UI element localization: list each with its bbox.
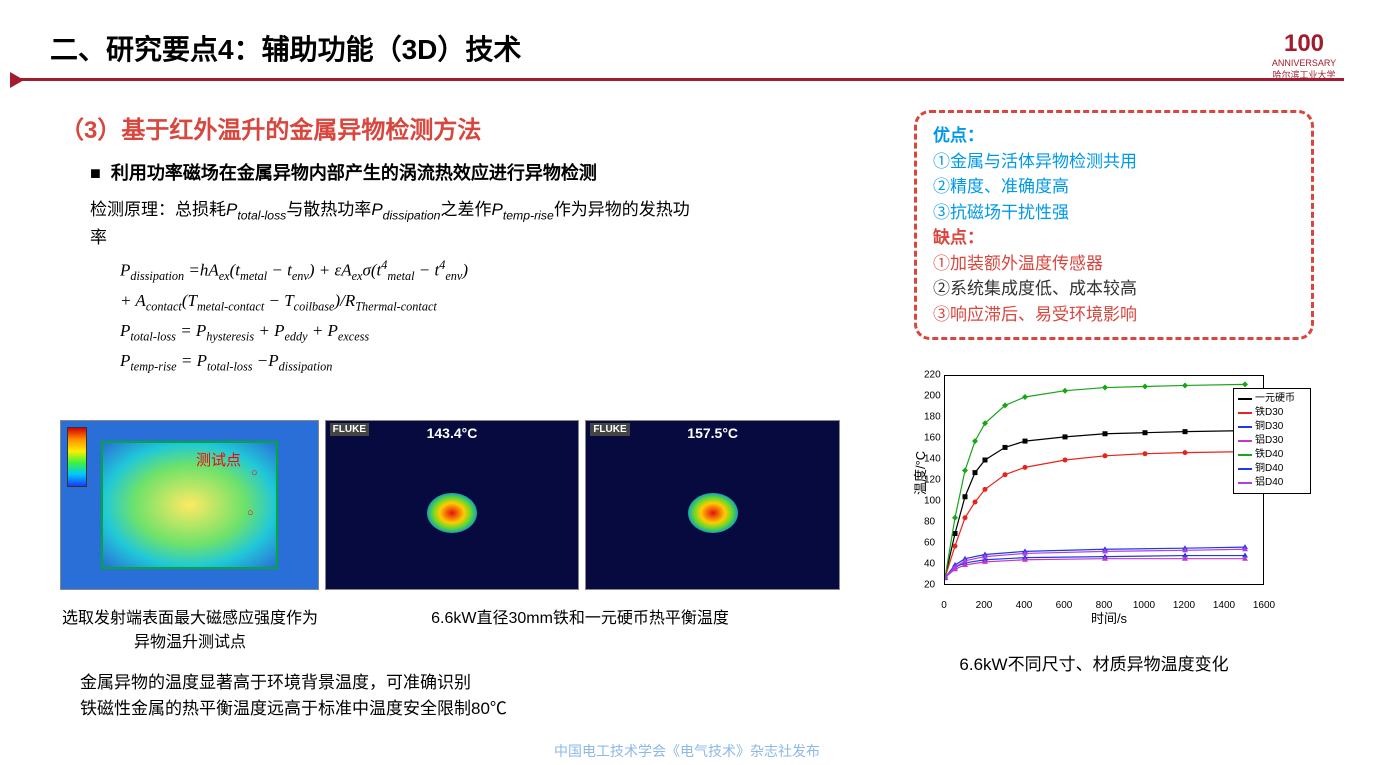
- pro-header: 优点：: [933, 123, 1295, 149]
- bottom-conclusion: 金属异物的温度显著高于环境背景温度，可准确识别 铁磁性金属的热平衡温度远高于标准…: [80, 670, 507, 721]
- camera-brand: FLUKE: [590, 423, 629, 436]
- caption-1: 选取发射端表面最大磁感应强度作为异物温升测试点: [60, 604, 320, 652]
- caption-2: 6.6kW直径30mm铁和一元硬币热平衡温度: [320, 604, 840, 652]
- theory-prefix: 检测原理：总损耗: [90, 200, 226, 219]
- testpoint-label: 测试点: [196, 449, 241, 470]
- theory-text: 检测原理：总损耗Ptotal-loss与散热功率Pdissipation之差作P…: [90, 197, 700, 250]
- bottom-line-2: 铁磁性金属的热平衡温度远高于标准中温度安全限制80℃: [80, 696, 507, 722]
- content-area: （3）基于红外温升的金属异物检测方法 利用功率磁场在金属异物内部产生的涡流热效应…: [60, 110, 1314, 735]
- pros-cons-box: 优点： ①金属与活体异物检测共用 ②精度、准确度高 ③抗磁场干扰性强 缺点： ①…: [914, 110, 1314, 340]
- thermal-temp-1: 143.4°C: [427, 425, 478, 441]
- sym-diss: P: [371, 200, 382, 219]
- title-arrow-icon: [10, 72, 24, 88]
- thermal-temp-2: 157.5°C: [687, 425, 738, 441]
- figure-row: 测试点 ○ ○ FLUKE 143.4°C FLUKE 157.5°C: [60, 420, 840, 590]
- con-2: ②系统集成度低、成本较高: [933, 276, 1295, 302]
- sym-temp: P: [491, 200, 502, 219]
- chart-legend: 一元硬币铁D30铜D30铝D30铁D40铜D40铝D40: [1233, 388, 1311, 494]
- footer-credit: 中国电工技术学会《电气技术》杂志社发布: [554, 741, 820, 761]
- university-logo: 100 ANNIVERSARY 哈尔滨工业大学: [1264, 18, 1344, 92]
- logo-small: ANNIVERSARY: [1272, 58, 1336, 68]
- temperature-chart: 温度/°C 一元硬币铁D30铜D30铝D30铁D40铜D40铝D40 时间/s …: [894, 365, 1324, 625]
- simulation-figure: 测试点 ○ ○: [60, 420, 319, 590]
- con-header: 缺点：: [933, 225, 1295, 251]
- logo-caption: 哈尔滨工业大学: [1272, 68, 1335, 81]
- slide-header: 二、研究要点4：辅助功能（3D）技术: [50, 28, 1254, 68]
- con-1: ①加装额外温度传感器: [933, 251, 1295, 277]
- testpoint-icon: ○: [251, 467, 258, 479]
- sub-temp: temp-rise: [503, 208, 554, 222]
- camera-brand: FLUKE: [330, 423, 369, 436]
- slide-title: 二、研究要点4：辅助功能（3D）技术: [50, 28, 1254, 68]
- thermal-image-1: FLUKE 143.4°C: [325, 420, 580, 590]
- chart-plot-area: 一元硬币铁D30铜D30铝D30铁D40铜D40铝D40: [944, 375, 1264, 585]
- pro-1: ①金属与活体异物检测共用: [933, 149, 1295, 175]
- chart-svg: [945, 376, 1265, 586]
- theory-mid2: 之差作: [440, 200, 491, 219]
- chart-caption: 6.6kW不同尺寸、材质异物温度变化: [894, 650, 1294, 675]
- sym-total: P: [226, 200, 237, 219]
- con-3: ③响应滞后、易受环境影响: [933, 302, 1295, 328]
- bottom-line-1: 金属异物的温度显著高于环境背景温度，可准确识别: [80, 670, 507, 696]
- figure-captions: 选取发射端表面最大磁感应强度作为异物温升测试点 6.6kW直径30mm铁和一元硬…: [60, 598, 840, 652]
- title-divider: [10, 78, 1344, 81]
- pro-3: ③抗磁场干扰性强: [933, 200, 1295, 226]
- thermal-image-2: FLUKE 157.5°C: [585, 420, 840, 590]
- sim-field: [101, 441, 278, 569]
- sub-total: total-loss: [237, 208, 286, 222]
- theory-mid1: 与散热功率: [286, 200, 371, 219]
- testpoint-icon: ○: [247, 507, 254, 519]
- colorbar-icon: [67, 427, 87, 487]
- pro-2: ②精度、准确度高: [933, 174, 1295, 200]
- logo-number: 100: [1284, 30, 1324, 58]
- sub-diss: dissipation: [383, 208, 441, 222]
